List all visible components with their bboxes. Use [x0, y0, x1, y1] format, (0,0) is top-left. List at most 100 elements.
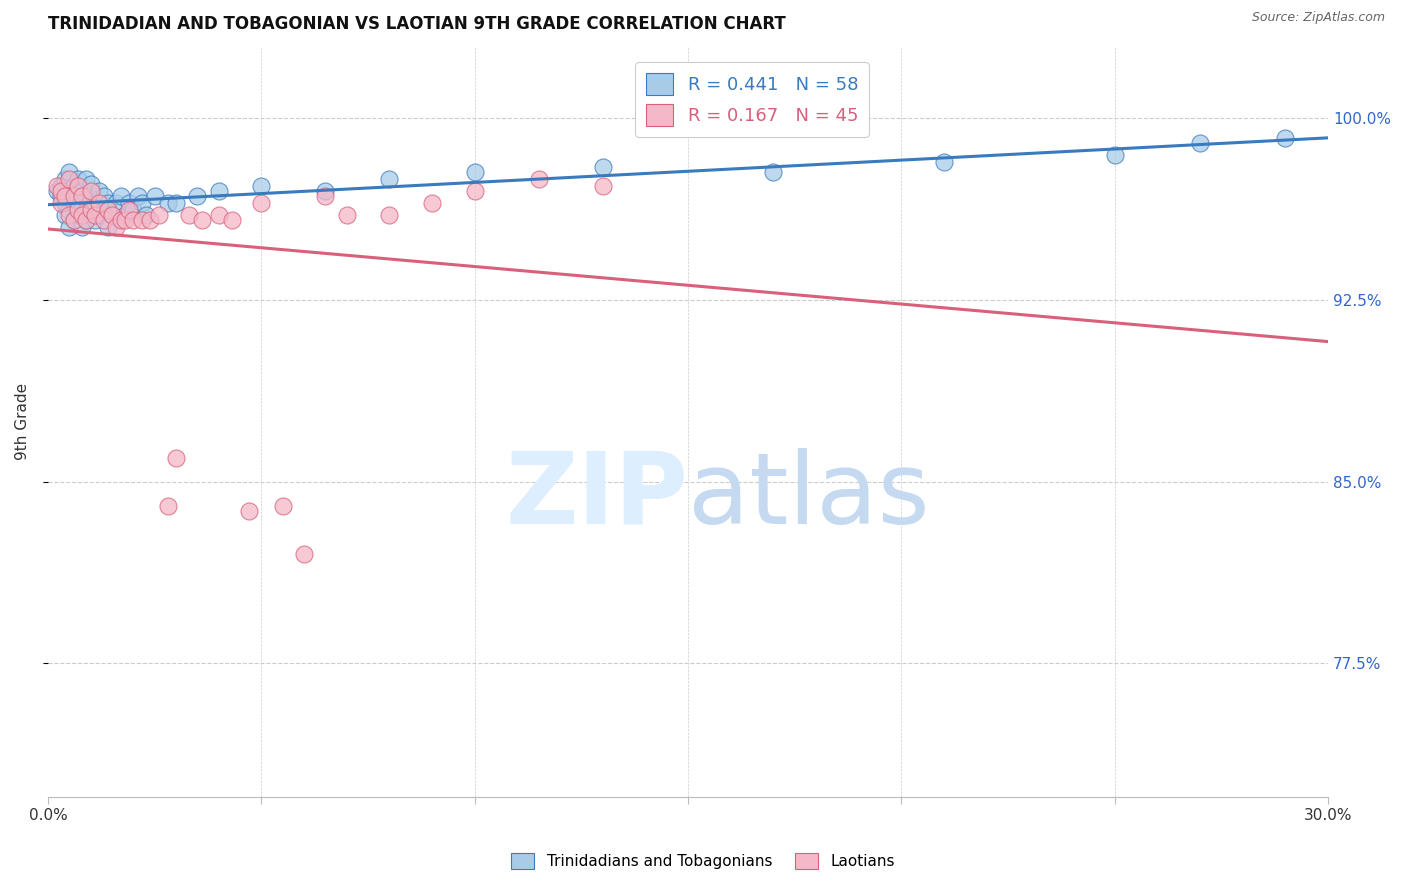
Point: [58, 184, 80, 198]
Point: [89, 196, 111, 211]
Point: [177, 208, 200, 222]
Point: [139, 213, 162, 227]
Point: [58, 208, 80, 222]
Point: [89, 208, 111, 222]
Point: [127, 189, 149, 203]
Point: [89, 184, 111, 198]
Point: [190, 213, 212, 227]
Point: [105, 220, 128, 235]
Point: [58, 164, 80, 178]
Point: [93, 189, 115, 203]
Point: [378, 208, 401, 222]
Point: [75, 203, 97, 218]
Point: [118, 203, 141, 218]
Text: ZIP: ZIP: [505, 448, 688, 545]
Point: [80, 184, 103, 198]
Point: [165, 196, 187, 211]
Point: [101, 208, 124, 222]
Point: [62, 179, 84, 194]
Point: [58, 203, 80, 218]
Point: [122, 203, 145, 218]
Point: [131, 196, 153, 211]
Point: [70, 208, 93, 222]
Point: [49, 189, 72, 203]
Point: [45, 184, 67, 198]
Legend: Trinidadians and Tobagonians, Laotians: Trinidadians and Tobagonians, Laotians: [505, 847, 901, 875]
Point: [208, 184, 231, 198]
Point: [84, 213, 107, 227]
Point: [62, 196, 84, 211]
Point: [45, 179, 67, 194]
Text: atlas: atlas: [688, 448, 929, 545]
Point: [105, 196, 128, 211]
Point: [250, 179, 273, 194]
Point: [314, 184, 336, 198]
Point: [464, 184, 486, 198]
Point: [1104, 147, 1126, 161]
Point: [131, 213, 153, 227]
Point: [156, 196, 179, 211]
Point: [70, 189, 93, 203]
Point: [1189, 136, 1212, 150]
Point: [70, 201, 93, 215]
Point: [336, 208, 359, 222]
Point: [1274, 130, 1296, 145]
Point: [80, 208, 103, 222]
Point: [250, 196, 273, 211]
Point: [156, 499, 179, 513]
Point: [66, 179, 89, 194]
Point: [101, 208, 124, 222]
Point: [97, 203, 120, 218]
Point: [97, 220, 120, 235]
Point: [238, 504, 260, 518]
Point: [143, 189, 166, 203]
Point: [97, 196, 120, 211]
Point: [80, 194, 103, 208]
Point: [66, 203, 89, 218]
Point: [221, 213, 243, 227]
Point: [186, 189, 208, 203]
Point: [62, 213, 84, 227]
Point: [53, 189, 76, 203]
Point: [762, 164, 785, 178]
Point: [66, 208, 89, 222]
Point: [62, 213, 84, 227]
Point: [66, 172, 89, 186]
Point: [80, 177, 103, 191]
Point: [592, 160, 614, 174]
Point: [271, 499, 294, 513]
Point: [122, 213, 145, 227]
Legend: R = 0.441   N = 58, R = 0.167   N = 45: R = 0.441 N = 58, R = 0.167 N = 45: [636, 62, 869, 137]
Point: [114, 213, 136, 227]
Point: [80, 203, 103, 218]
Point: [932, 155, 955, 169]
Text: TRINIDADIAN AND TOBAGONIAN VS LAOTIAN 9TH GRADE CORRELATION CHART: TRINIDADIAN AND TOBAGONIAN VS LAOTIAN 9T…: [48, 15, 786, 33]
Point: [292, 548, 315, 562]
Point: [420, 196, 443, 211]
Point: [62, 189, 84, 203]
Y-axis label: 9th Grade: 9th Grade: [15, 383, 30, 459]
Point: [75, 213, 97, 227]
Point: [110, 189, 132, 203]
Point: [464, 164, 486, 178]
Point: [527, 172, 550, 186]
Point: [114, 208, 136, 222]
Point: [135, 208, 157, 222]
Point: [165, 450, 187, 465]
Point: [314, 189, 336, 203]
Point: [66, 191, 89, 205]
Point: [53, 172, 76, 186]
Point: [75, 172, 97, 186]
Point: [58, 172, 80, 186]
Point: [110, 213, 132, 227]
Point: [49, 196, 72, 211]
Point: [75, 213, 97, 227]
Point: [378, 172, 401, 186]
Point: [53, 196, 76, 211]
Point: [148, 208, 170, 222]
Text: Source: ZipAtlas.com: Source: ZipAtlas.com: [1251, 11, 1385, 24]
Point: [208, 208, 231, 222]
Point: [58, 220, 80, 235]
Point: [75, 189, 97, 203]
Point: [49, 184, 72, 198]
